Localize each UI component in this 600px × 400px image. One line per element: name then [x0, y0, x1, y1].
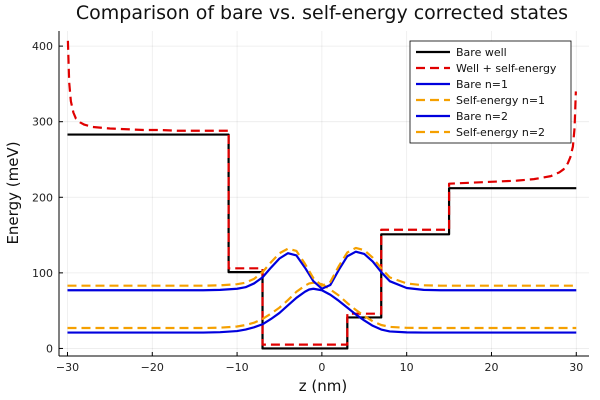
series-layer: [66, 40, 577, 350]
chart-title: Comparison of bare vs. self-energy corre…: [76, 2, 568, 24]
legend: Bare well Well + self-energy Bare n=1 Self-…: [409, 40, 572, 144]
series-line-2: [67, 287, 577, 334]
legend-label-0: Bare well: [456, 46, 507, 59]
x-tick-label-0: −30: [56, 361, 79, 374]
legend-label-4: Bare n=2: [456, 110, 508, 123]
legend-label-2: Bare n=1: [456, 78, 508, 91]
y-axis-label: Energy (meV): [4, 141, 22, 244]
series-line-5: [67, 246, 577, 287]
x-tick-label-5: 20: [484, 361, 498, 374]
series-line-3: [67, 281, 577, 330]
legend-box: [409, 40, 572, 144]
legend-label-3: Self-energy n=1: [456, 94, 545, 107]
legend-label-5: Self-energy n=2: [456, 126, 545, 139]
x-tick-label-1: −20: [141, 361, 164, 374]
y-tick-label-1: 100: [32, 267, 53, 280]
x-axis-label: z (nm): [299, 377, 347, 395]
y-tick-label-2: 200: [32, 191, 53, 204]
legend-label-1: Well + self-energy: [456, 62, 557, 75]
x-tick-label-2: −10: [225, 361, 248, 374]
y-tick-label-0: 0: [46, 342, 53, 355]
series-line-1: [66, 40, 577, 346]
y-tick-label-4: 400: [32, 40, 53, 53]
x-tick-label-4: 10: [400, 361, 414, 374]
x-tick-label-3: 0: [318, 361, 325, 374]
y-tick-label-3: 300: [32, 116, 53, 129]
series-line-4: [67, 250, 577, 292]
x-tick-label-6: 30: [569, 361, 583, 374]
